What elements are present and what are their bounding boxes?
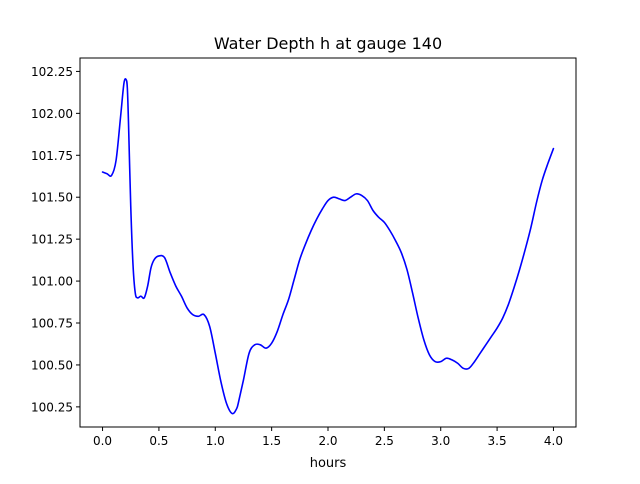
- x-axis-label: hours: [310, 456, 347, 471]
- x-tick-label: 0.5: [149, 434, 168, 448]
- y-tick-label: 100.75: [31, 317, 73, 331]
- x-tick-label: 3.0: [431, 434, 450, 448]
- y-tick-label: 101.00: [31, 275, 73, 289]
- y-tick-label: 101.50: [31, 191, 73, 205]
- x-tick-label: 0.0: [93, 434, 112, 448]
- x-tick-label: 4.0: [544, 434, 563, 448]
- x-tick-label: 2.0: [318, 434, 337, 448]
- y-tick-label: 102.00: [31, 107, 73, 121]
- y-tick-label: 100.25: [31, 400, 73, 414]
- y-tick-label: 101.25: [31, 233, 73, 247]
- chart-title: Water Depth h at gauge 140: [214, 34, 442, 53]
- x-tick-label: 3.5: [488, 434, 507, 448]
- series-line-0: [101, 78, 555, 415]
- y-tick-label: 101.75: [31, 149, 73, 163]
- y-axis-ticks: 100.25 100.50 100.75 101.00 101.25 101.50 101.…: [31, 65, 80, 414]
- plot-frame: [79, 57, 577, 428]
- x-tick-label: 1.5: [262, 434, 281, 448]
- x-axis-ticks: 0.0 0.5 1.0 1.5 2.0 2.5 3.0 3.5 4.0: [93, 427, 563, 448]
- x-tick-label: 2.5: [375, 434, 394, 448]
- y-tick-label: 102.25: [31, 65, 73, 79]
- y-tick-label: 100.50: [31, 358, 73, 372]
- x-tick-label: 1.0: [206, 434, 225, 448]
- series-layer: [101, 78, 555, 415]
